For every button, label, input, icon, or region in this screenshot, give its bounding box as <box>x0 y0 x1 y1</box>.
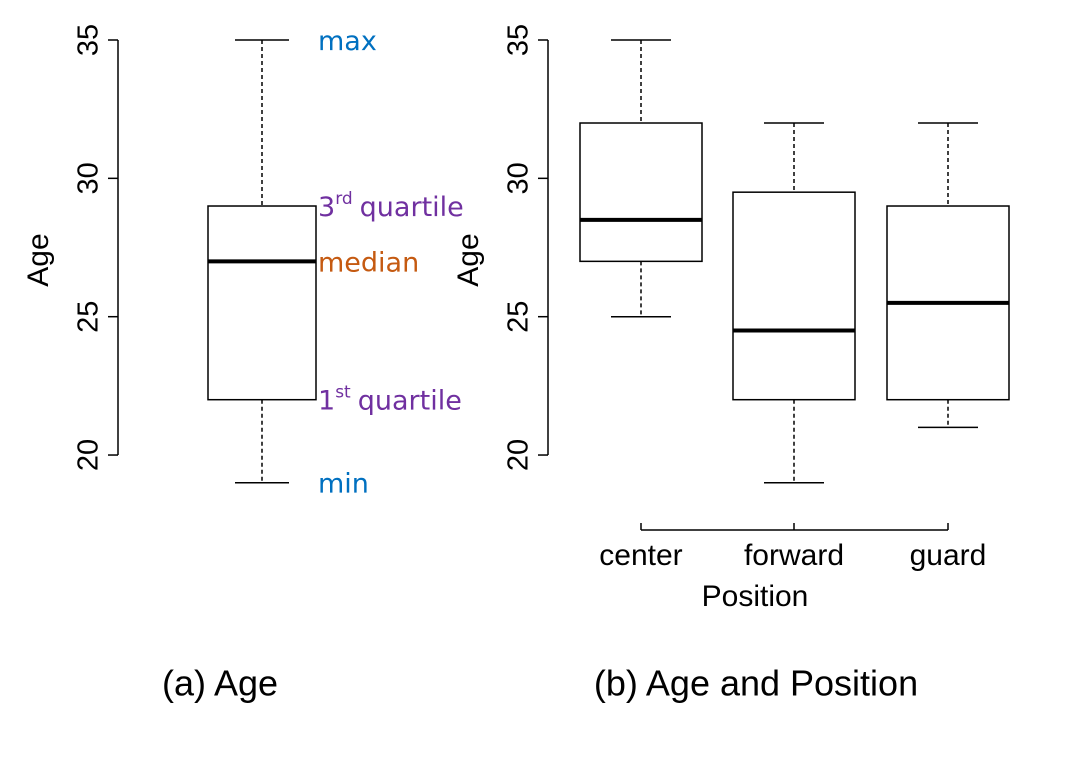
box <box>732 191 856 401</box>
caption: (b) Age and Position <box>594 663 918 704</box>
annotation: median <box>318 247 419 278</box>
y-tick-label: 30 <box>73 162 105 194</box>
annotation-text: 3 <box>318 192 335 223</box>
y-tick-label: 30 <box>503 162 535 194</box>
annotation-text: quartile <box>360 192 464 223</box>
annotation-superscript: st <box>335 383 351 403</box>
x-axis-label: Position <box>702 580 809 613</box>
y-axis-label: Age <box>452 233 485 286</box>
annotation-superscript: rd <box>335 189 352 209</box>
annotation: max <box>318 26 377 57</box>
box <box>579 122 703 263</box>
annotation-text: median <box>318 247 419 278</box>
annotation: min <box>318 468 369 499</box>
y-tick-label: 25 <box>503 301 535 333</box>
annotation: 3rd quartile <box>318 189 464 223</box>
annotation-text: min <box>318 468 369 499</box>
annotation-text: max <box>318 26 377 57</box>
y-tick-label: 35 <box>73 24 105 56</box>
annotation: 1st quartile <box>318 383 462 417</box>
annotation-text: quartile <box>358 385 462 416</box>
annotation-text: 1 <box>318 385 335 416</box>
y-tick-label: 20 <box>503 439 535 471</box>
x-tick-label: forward <box>744 539 844 572</box>
y-tick-label: 20 <box>73 439 105 471</box>
y-tick-label: 35 <box>503 24 535 56</box>
y-tick-label: 25 <box>73 301 105 333</box>
y-axis-label: Age <box>22 233 55 286</box>
caption: (a) Age <box>162 663 278 704</box>
x-tick-label: center <box>599 539 682 572</box>
box <box>207 205 317 401</box>
x-tick-label: guard <box>910 539 987 572</box>
